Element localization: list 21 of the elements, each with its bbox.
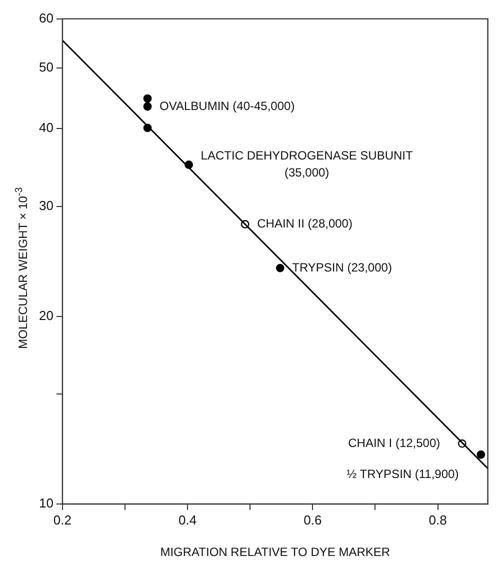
annotation: OVALBUMIN (40-45,000) xyxy=(160,98,295,113)
annotation: CHAIN I (12,500) xyxy=(348,436,440,450)
point xyxy=(276,264,284,272)
y-tick-label: 20 xyxy=(38,308,54,323)
annotation: LACTIC DEHYDROGENASE SUBUNIT (35,000) xyxy=(200,148,414,180)
point xyxy=(143,102,152,111)
x-tick-label: 0.2 xyxy=(53,512,72,528)
y-tick-label: 10 xyxy=(38,496,54,511)
annotation: ½ TRYPSIN (11,900) xyxy=(346,466,459,481)
annotation: TRYPSIN (23,000) xyxy=(292,260,392,274)
y-tick-label: 30 xyxy=(38,198,54,214)
point xyxy=(143,94,152,103)
x-axis-title: MIGRATION RELATIVE TO DYE MARKER xyxy=(160,545,390,560)
y-tick-label: 50 xyxy=(38,60,54,75)
x-tick-label: 0.4 xyxy=(178,512,197,528)
y-tick-label: 40 xyxy=(38,120,54,136)
y-tick-label: 60 xyxy=(38,10,54,26)
x-tick-label: 0.8 xyxy=(428,512,447,528)
annotation: CHAIN II (28,000) xyxy=(257,216,352,231)
point xyxy=(476,450,486,459)
x-tick-label: 0.6 xyxy=(304,512,322,528)
